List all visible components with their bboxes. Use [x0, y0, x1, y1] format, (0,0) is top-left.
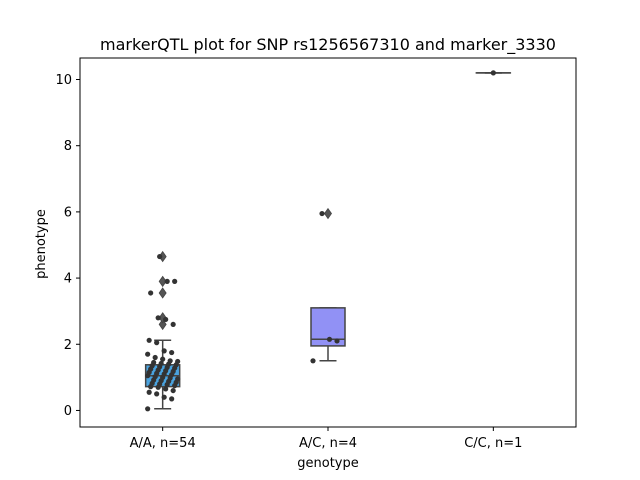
y-tick-label: 8 — [64, 139, 72, 154]
data-point — [151, 359, 157, 366]
data-point — [175, 358, 181, 365]
y-axis-label: phenotype — [34, 209, 49, 279]
x-axis-label: genotype — [297, 456, 358, 471]
data-point — [163, 316, 169, 323]
outlier-marker — [158, 318, 167, 331]
y-tick-label: 0 — [64, 404, 72, 419]
data-point — [145, 351, 151, 357]
y-tick-label: 2 — [64, 338, 72, 353]
data-point — [167, 358, 173, 364]
data-point — [155, 315, 161, 321]
x-tick-label: C/C, n=1 — [464, 436, 522, 451]
data-point — [154, 340, 160, 346]
outlier-marker — [158, 312, 167, 324]
plot-area: 0 2 4 6 8 10 A/A, n=54 A/C, n=4 C/C, n=1 — [55, 57, 577, 451]
data-point — [319, 210, 325, 217]
data-point — [163, 386, 169, 392]
data-point — [164, 278, 170, 284]
data-point — [145, 406, 151, 412]
outlier-marker — [324, 207, 332, 220]
y-tick-label: 6 — [64, 205, 72, 220]
data-point — [169, 349, 175, 356]
data-point — [146, 389, 152, 395]
data-point — [148, 290, 154, 296]
data-point — [310, 358, 316, 364]
data-point — [169, 396, 175, 402]
data-point — [158, 360, 164, 367]
data-point — [154, 391, 160, 397]
x-tick-label: A/A, n=54 — [130, 436, 196, 451]
data-point — [157, 253, 163, 260]
data-point — [175, 376, 181, 382]
outlier-marker — [158, 287, 167, 299]
data-point — [490, 70, 496, 76]
chart-title: markerQTL plot for SNP rs1256567310 and … — [100, 35, 556, 55]
y-tick-label: 10 — [55, 73, 72, 88]
data-point — [160, 356, 166, 362]
x-tick-label: A/C, n=4 — [299, 436, 357, 451]
data-point — [152, 354, 158, 361]
outlier-marker — [158, 275, 167, 288]
y-tick-label: 4 — [64, 272, 72, 287]
data-point — [172, 278, 178, 284]
data-point — [326, 336, 333, 342]
data-point — [161, 394, 167, 400]
data-point — [170, 321, 176, 328]
data-point — [146, 337, 152, 343]
data-point — [161, 348, 167, 354]
data-point — [334, 338, 340, 344]
data-point — [170, 387, 176, 394]
